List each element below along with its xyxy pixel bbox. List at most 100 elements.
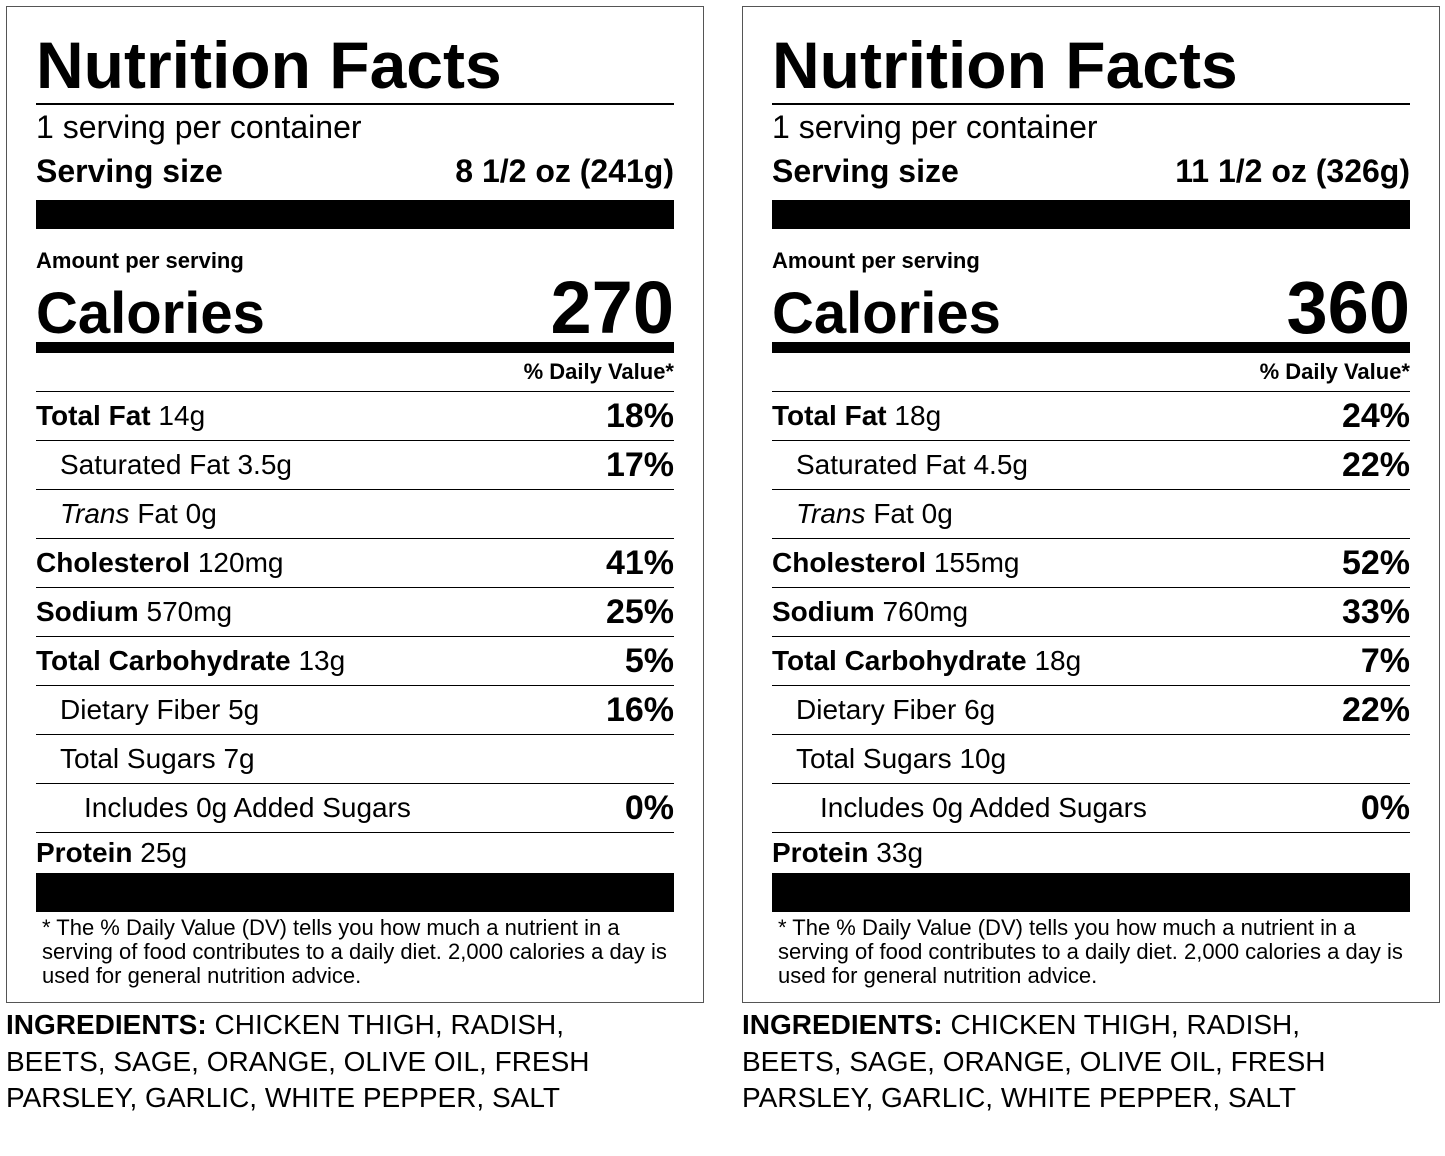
- ingredients: INGREDIENTS: CHICKEN THIGH, RADISH, BEETS…: [742, 1007, 1402, 1117]
- nutrient-amount: 33g: [876, 837, 924, 868]
- serving-size-row: Serving size 11 1/2 oz (326g): [772, 149, 1410, 193]
- medium-bar: [772, 342, 1410, 353]
- nutrient: Sodium 760mg: [772, 596, 968, 628]
- nutrient-name-italic: Trans: [60, 498, 130, 529]
- nutrition-label: Nutrition Facts 1 serving per container Se…: [6, 6, 704, 1003]
- serving-size-row: Serving size 8 1/2 oz (241g): [36, 149, 674, 193]
- nutrient-row: Sodium 760mg 33%: [772, 588, 1410, 637]
- nutrient-name: Dietary Fiber: [796, 694, 957, 725]
- serving-size: 11 1/2 oz (326g): [1175, 153, 1410, 189]
- daily-value: 17%: [605, 445, 674, 484]
- nutrient: Total Carbohydrate 18g: [772, 645, 1081, 677]
- nutrition-label: Nutrition Facts 1 serving per container Se…: [742, 6, 1440, 1003]
- nutrient: Protein 25g: [36, 837, 187, 869]
- nutrient-name: Saturated Fat: [796, 449, 966, 480]
- amount-per-serving: Amount per serving: [772, 248, 980, 273]
- nutrient-amount: 570mg: [146, 596, 233, 627]
- nutrient-amount: 120mg: [197, 547, 284, 578]
- nutrient-row: Protein 25g: [36, 833, 674, 873]
- ingredients-text: CHICKEN THIGH, RADISH, BEETS, SAGE, ORAN…: [742, 1009, 1326, 1113]
- thick-bar: [772, 873, 1410, 912]
- daily-value: 52%: [1341, 543, 1410, 582]
- daily-value: 16%: [605, 690, 674, 729]
- nutrient-name: Saturated Fat: [60, 449, 230, 480]
- nutrient-row: Total Carbohydrate 18g 7%: [772, 637, 1410, 686]
- nutrient-amount: 5g: [228, 694, 260, 725]
- nutrient-row: Protein 33g: [772, 833, 1410, 873]
- nutrient-row: Total Fat 14g 18%: [36, 392, 674, 441]
- nutrient: Sodium 570mg: [36, 596, 232, 628]
- nutrient-name-italic: Trans: [796, 498, 866, 529]
- daily-value: 22%: [1341, 690, 1410, 729]
- nutrient-amount: 0g: [921, 498, 953, 529]
- nutrient-name: Cholesterol: [36, 547, 191, 578]
- daily-value: 18%: [605, 396, 674, 435]
- thick-bar: [36, 873, 674, 912]
- nutrient-amount: 25g: [140, 837, 188, 868]
- title: Nutrition Facts: [772, 7, 1410, 105]
- nutrient-amount: 6g: [964, 694, 996, 725]
- daily-value-header: % Daily Value*: [772, 353, 1410, 392]
- calories-value: 360: [1286, 266, 1410, 349]
- calories-label: Calories: [772, 281, 1001, 346]
- nutrient-row: Cholesterol 120mg 41%: [36, 539, 674, 588]
- daily-value: 25%: [605, 592, 674, 631]
- nutrient-row: Saturated Fat 3.5g 17%: [36, 441, 674, 490]
- daily-value: 33%: [1341, 592, 1410, 631]
- nutrient-row: Total Carbohydrate 13g 5%: [36, 637, 674, 686]
- nutrient: Saturated Fat 4.5g: [772, 449, 1028, 481]
- nutrient-amount: 0g: [185, 498, 217, 529]
- thick-bar: [772, 200, 1410, 229]
- nutrient-name: Protein: [772, 837, 869, 868]
- nutrient: Total Fat 14g: [36, 400, 205, 432]
- daily-value: 24%: [1341, 396, 1410, 435]
- nutrient: Total Fat 18g: [772, 400, 941, 432]
- ingredients-text: CHICKEN THIGH, RADISH, BEETS, SAGE, ORAN…: [6, 1009, 590, 1113]
- daily-value: 41%: [605, 543, 674, 582]
- nutrient-amount: 14g: [158, 400, 206, 431]
- nutrition-panel: Nutrition Facts 1 serving per container Se…: [742, 6, 1440, 1117]
- servings: 1 serving per container: [772, 109, 1098, 145]
- nutrient: Dietary Fiber 5g: [36, 694, 259, 726]
- footnote: * The % Daily Value (DV) tells you how m…: [42, 915, 667, 988]
- nutrient-row: Trans Fat 0g: [772, 490, 1410, 539]
- nutrient-row: Dietary Fiber 5g 16%: [36, 686, 674, 735]
- nutrient-row: Total Fat 18g 24%: [772, 392, 1410, 441]
- nutrient-amount: 10g: [959, 743, 1007, 774]
- nutrient-row: Includes 0g Added Sugars 0%: [772, 784, 1410, 833]
- nutrient: Cholesterol 155mg: [772, 547, 1019, 579]
- daily-value: 0%: [624, 788, 674, 827]
- nutrient-name: Includes 0g Added Sugars: [84, 792, 411, 823]
- serving-size-label: Serving size: [772, 153, 959, 189]
- nutrient-name: Sodium: [36, 596, 139, 627]
- nutrient-name: Cholesterol: [772, 547, 927, 578]
- calories-label: Calories: [36, 281, 265, 346]
- nutrient-name: Dietary Fiber: [60, 694, 221, 725]
- thick-bar: [36, 200, 674, 229]
- nutrient-row: Cholesterol 155mg 52%: [772, 539, 1410, 588]
- nutrient-row: Sodium 570mg 25%: [36, 588, 674, 637]
- serving-size: 8 1/2 oz (241g): [455, 153, 674, 189]
- nutrient-name: Total Carbohydrate: [36, 645, 291, 676]
- nutrient-name: Total Carbohydrate: [772, 645, 1027, 676]
- nutrient-name: Fat: [873, 498, 914, 529]
- nutrient-row: Saturated Fat 4.5g 22%: [772, 441, 1410, 490]
- medium-bar: [36, 342, 674, 353]
- calories-row: Calories 270: [36, 271, 674, 346]
- nutrient-amount: 4.5g: [973, 449, 1028, 480]
- nutrient-row: Dietary Fiber 6g 22%: [772, 686, 1410, 735]
- ingredients-label: INGREDIENTS:: [742, 1009, 943, 1040]
- nutrient-name: Total Fat: [36, 400, 151, 431]
- nutrient: Trans Fat 0g: [772, 498, 953, 530]
- nutrient-name: Total Sugars: [796, 743, 952, 774]
- nutrient-amount: 155mg: [933, 547, 1020, 578]
- nutrient: Trans Fat 0g: [36, 498, 217, 530]
- nutrient: Saturated Fat 3.5g: [36, 449, 292, 481]
- nutrient: Includes 0g Added Sugars: [772, 792, 1147, 824]
- nutrient: Total Sugars 10g: [772, 743, 1006, 775]
- nutrient-row: Total Sugars 10g: [772, 735, 1410, 784]
- nutrition-panel: Nutrition Facts 1 serving per container Se…: [6, 6, 704, 1117]
- daily-value: 7%: [1360, 641, 1410, 680]
- ingredients-label: INGREDIENTS:: [6, 1009, 207, 1040]
- nutrient-amount: 18g: [1034, 645, 1082, 676]
